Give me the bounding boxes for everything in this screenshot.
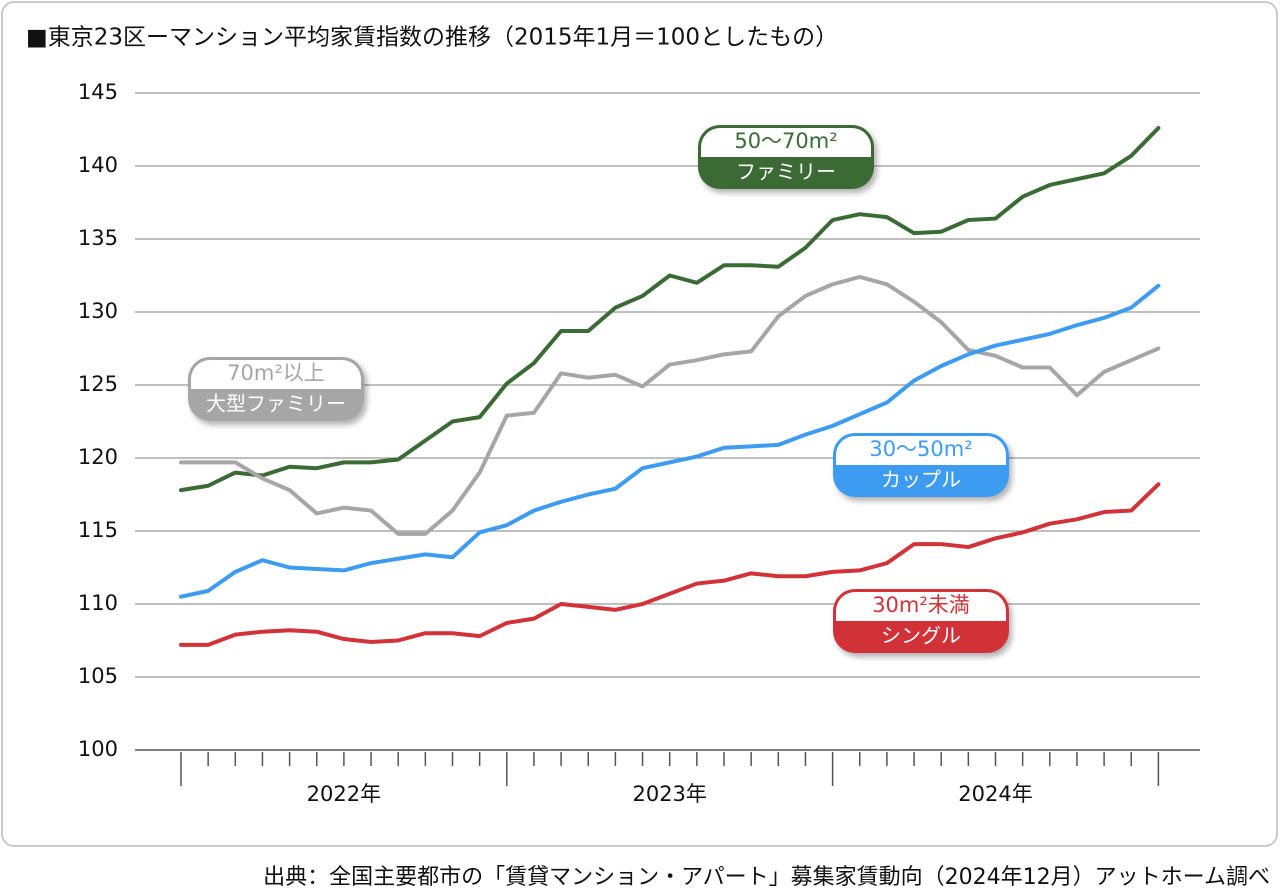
y-tick-label: 110 [78, 591, 118, 615]
legend-sublabel: シングル [881, 624, 961, 648]
series-line [179, 126, 1161, 493]
series-line [179, 274, 1161, 536]
y-tick-label: 105 [78, 664, 118, 688]
y-tick-label: 115 [78, 518, 118, 542]
y-tick-label: 135 [78, 226, 118, 250]
legend-label: 70m²以上 [227, 361, 325, 385]
legend-sublabel: ファミリー [736, 160, 836, 184]
chart-title: ■東京23区ーマンション平均家賃指数の推移（2015年1月＝100としたもの） [26, 25, 838, 51]
badge-top [701, 128, 871, 157]
y-tick-label: 130 [78, 299, 118, 323]
x-group-label: 2023年 [632, 782, 706, 806]
legend-label: 30m²未満 [872, 593, 970, 617]
frame [1, 1, 1278, 847]
x-group-label: 2024年 [958, 782, 1032, 806]
badge-top [191, 360, 361, 389]
series-line [179, 482, 1161, 647]
legend-badge [833, 433, 1009, 497]
legend-sublabel: カップル [881, 468, 961, 492]
legend-badge [698, 125, 874, 189]
source: 出典：全国主要都市の「賃貸マンション・アパート」募集家賃動向（2024年12月）… [263, 865, 1270, 890]
legend-sublabel: 大型ファミリー [206, 392, 346, 416]
y-tick-label: 140 [78, 153, 118, 177]
y-tick-label: 120 [78, 445, 118, 469]
x-group-label: 2022年 [307, 782, 381, 806]
y-tick-label: 100 [78, 737, 118, 761]
legend-badge [188, 357, 364, 421]
series-line [179, 283, 1161, 599]
badge-top [836, 592, 1006, 621]
badge-top [836, 436, 1006, 465]
y-tick-label: 145 [78, 80, 118, 104]
legend-badge [833, 589, 1009, 653]
legend-label: 50〜70m² [734, 129, 837, 153]
legend-label: 30〜50m² [869, 437, 972, 461]
y-tick-label: 125 [78, 372, 118, 396]
